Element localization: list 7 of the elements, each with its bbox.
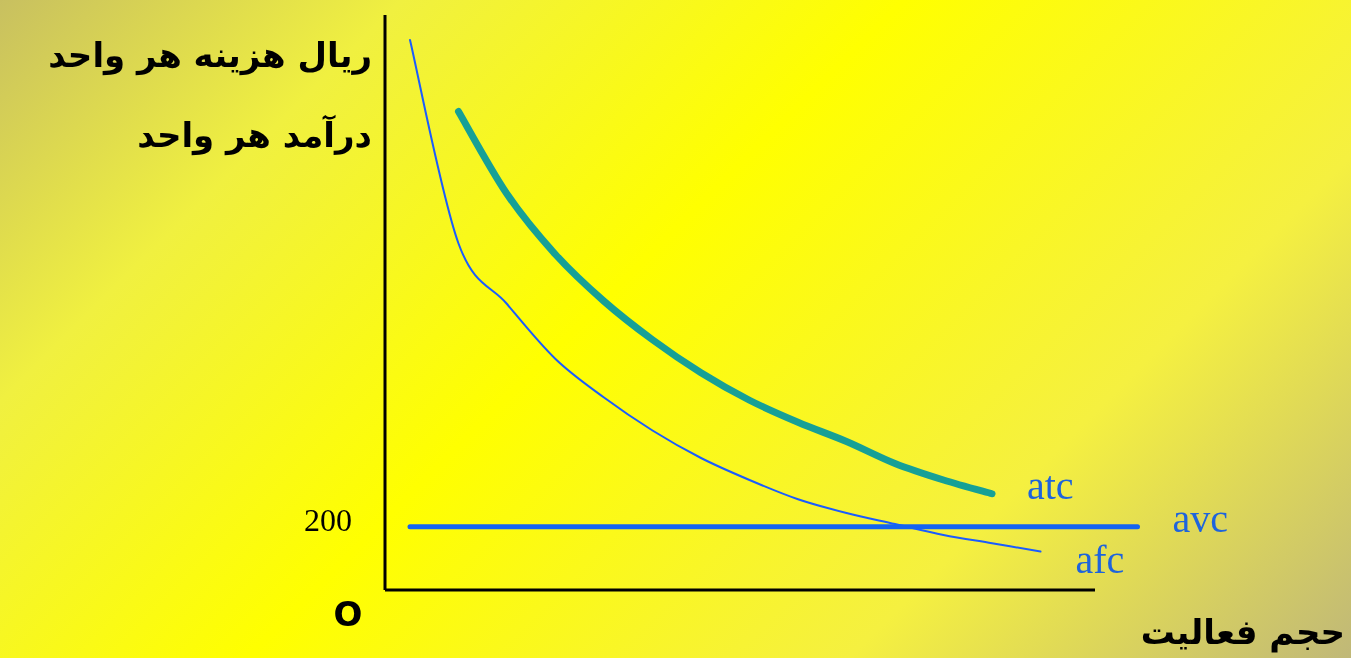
- series-label: afc: [1075, 537, 1125, 582]
- x-axis-title: حجم فعالیت: [1140, 612, 1345, 653]
- series-label: atc: [1027, 463, 1074, 509]
- y-axis-title: ریال هزینه هر واحد درآمد هر واحد: [48, 35, 372, 156]
- text: 200: [304, 502, 352, 538]
- series-label: avc: [1172, 496, 1229, 542]
- text: O: [333, 594, 363, 634]
